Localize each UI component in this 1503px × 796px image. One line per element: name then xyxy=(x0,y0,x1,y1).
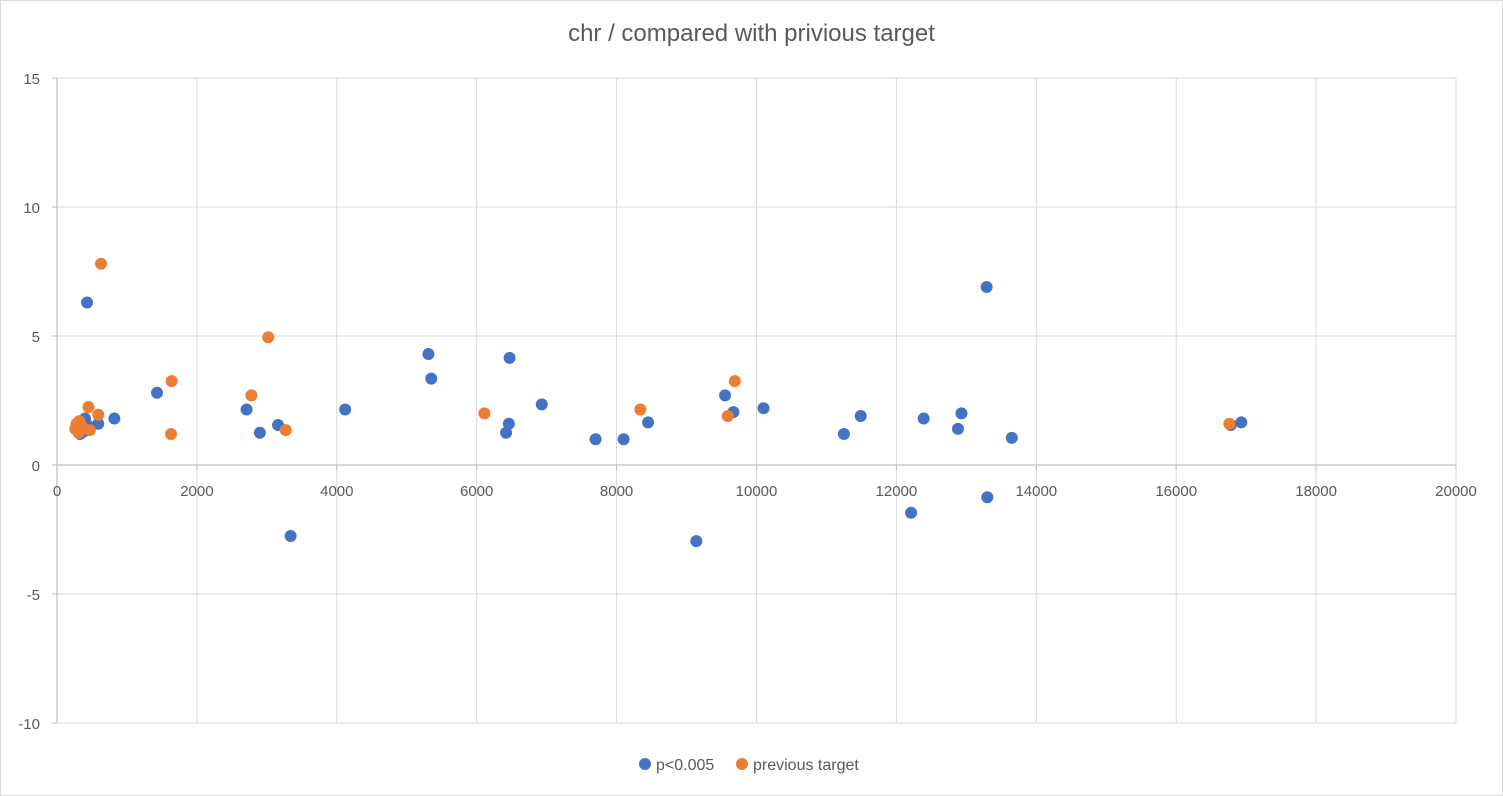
data-point xyxy=(721,409,734,422)
y-tick-label: 15 xyxy=(23,71,40,88)
chart-title: chr / compared with privious target xyxy=(568,20,935,47)
data-point xyxy=(503,351,516,364)
data-point xyxy=(1223,417,1236,430)
legend-label: p<0.005 xyxy=(656,757,714,774)
data-point xyxy=(917,412,930,425)
data-point xyxy=(425,372,438,385)
data-point xyxy=(165,428,178,441)
data-point xyxy=(92,408,105,421)
legend-label: previous target xyxy=(753,757,859,774)
x-tick-label: 14000 xyxy=(1015,483,1057,500)
series-previous-target xyxy=(69,257,1236,441)
x-tick-label: 10000 xyxy=(736,483,778,500)
data-point xyxy=(245,389,258,402)
data-point xyxy=(500,426,513,439)
legend[interactable]: p<0.005 previous target xyxy=(639,757,859,774)
data-point xyxy=(1235,416,1248,429)
data-point xyxy=(617,433,630,446)
legend-item[interactable]: previous target xyxy=(736,757,859,774)
legend-marker xyxy=(639,758,651,770)
data-point xyxy=(854,409,867,422)
x-tick-label: 18000 xyxy=(1295,483,1337,500)
data-point xyxy=(981,491,994,504)
y-tick-label: 10 xyxy=(23,200,40,217)
data-point xyxy=(151,386,164,399)
x-tick-label: 20000 xyxy=(1435,483,1477,500)
gridlines xyxy=(56,77,1457,724)
data-point xyxy=(279,424,292,437)
data-point xyxy=(955,407,968,420)
x-tick-label: 0 xyxy=(53,483,61,500)
legend-item[interactable]: p<0.005 xyxy=(639,757,714,774)
data-point xyxy=(719,389,732,402)
data-point xyxy=(690,535,703,548)
x-tick-label: 4000 xyxy=(320,483,353,500)
data-point xyxy=(253,426,266,439)
data-point xyxy=(165,375,178,388)
x-tick-label: 16000 xyxy=(1155,483,1197,500)
data-point xyxy=(837,428,850,441)
data-point xyxy=(535,398,548,411)
data-point xyxy=(757,402,770,415)
y-tick-label: 5 xyxy=(32,329,40,346)
y-tick-label: -10 xyxy=(18,716,40,733)
data-point xyxy=(980,280,993,293)
data-point xyxy=(951,422,964,435)
data-point xyxy=(92,417,105,430)
data-point xyxy=(589,433,602,446)
data-point xyxy=(95,257,108,270)
data-point xyxy=(422,348,435,361)
data-point xyxy=(108,412,121,425)
data-points xyxy=(69,257,1248,548)
x-tick-label: 2000 xyxy=(180,483,213,500)
data-point xyxy=(339,403,352,416)
data-point xyxy=(478,407,491,420)
data-point xyxy=(642,416,655,429)
x-tick-label: 6000 xyxy=(460,483,493,500)
data-point xyxy=(1005,431,1018,444)
x-tick-label: 8000 xyxy=(600,483,633,500)
data-point xyxy=(82,400,95,413)
tick-labels: 0 2000 4000 6000 8000 10000 12000 14000 16000 180… xyxy=(18,71,1477,733)
x-tick-label: 12000 xyxy=(876,483,918,500)
data-point xyxy=(83,424,96,437)
data-point xyxy=(262,331,275,344)
y-tick-label: -5 xyxy=(27,587,40,604)
data-point xyxy=(240,403,253,416)
data-point xyxy=(81,296,94,309)
axes xyxy=(52,77,1457,724)
data-point xyxy=(634,403,647,416)
legend-marker xyxy=(736,758,748,770)
data-point xyxy=(728,375,741,388)
y-tick-label: 0 xyxy=(32,458,40,475)
data-point xyxy=(905,506,918,519)
data-point xyxy=(284,529,297,542)
data-point xyxy=(502,417,515,430)
series-p-0.005 xyxy=(74,280,1248,548)
